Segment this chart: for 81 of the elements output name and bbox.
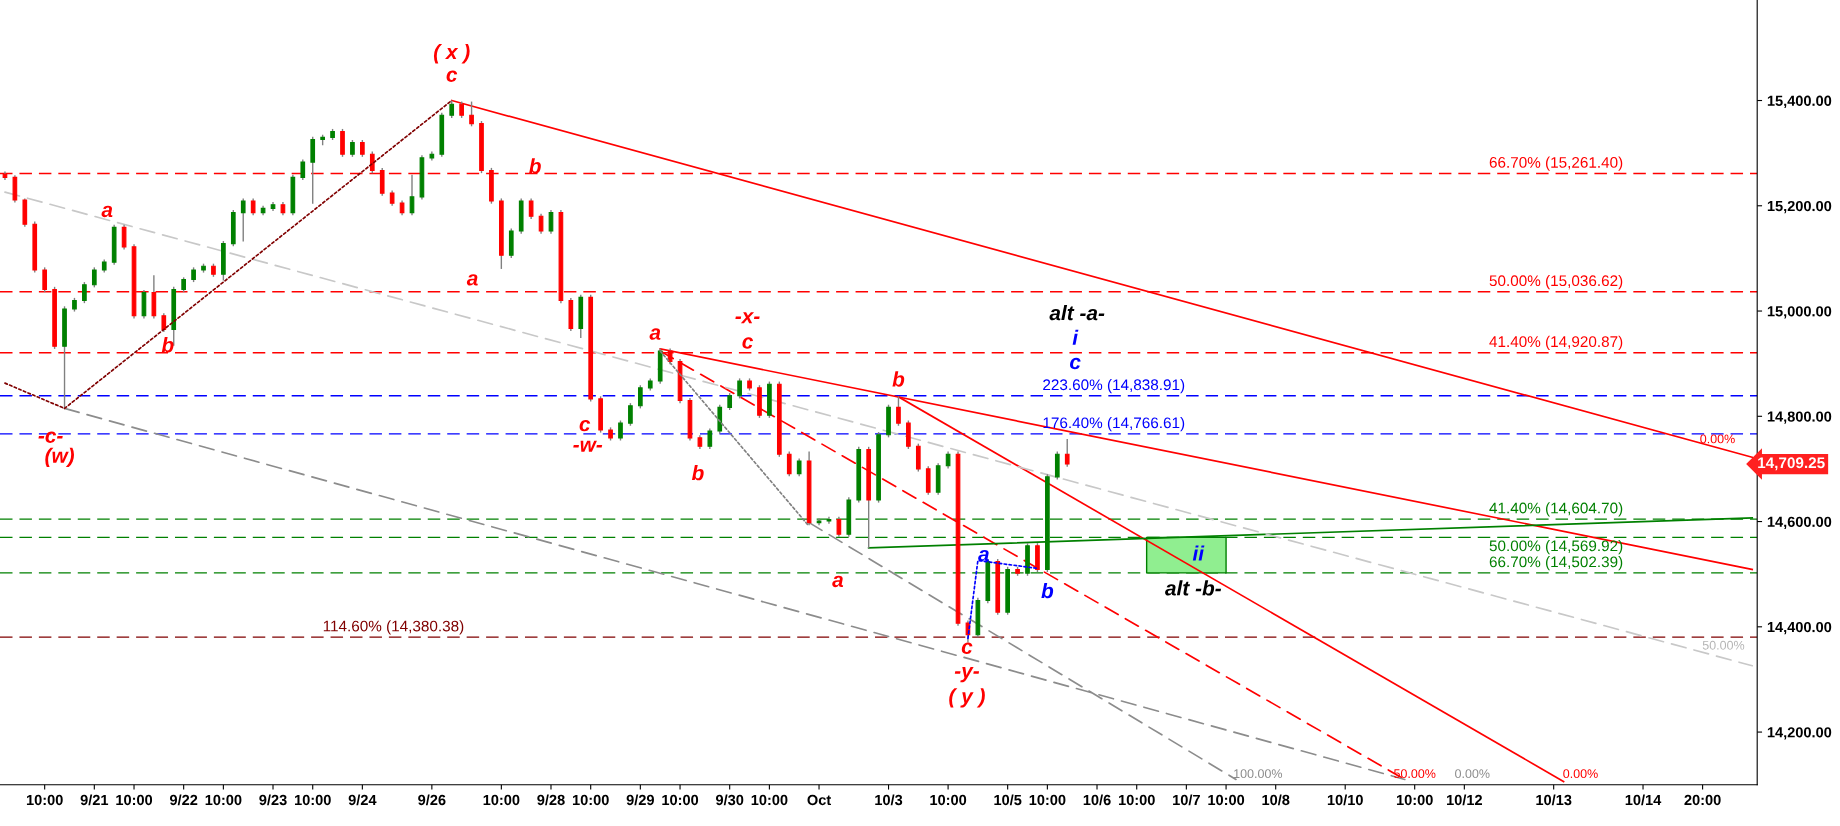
ref-line-label: 66.70% (15,261.40) — [1489, 156, 1623, 171]
annotation: a — [978, 549, 990, 562]
x-tick-label: 10:00 — [1396, 794, 1433, 806]
x-tick-label: 10/6 — [1083, 794, 1111, 806]
x-tick-label: 10:00 — [26, 794, 63, 806]
annotation: 0.00% — [1455, 769, 1490, 779]
y-tick-label: 14,400.00 — [1767, 621, 1832, 635]
annotation: 50.00% — [1702, 640, 1745, 650]
x-tick-label: 10:00 — [294, 794, 331, 806]
x-tick-label: 9/30 — [716, 794, 744, 806]
x-tick-label: 10:00 — [483, 794, 520, 806]
x-tick-label: 10:00 — [1208, 794, 1245, 806]
x-tick-label: 9/23 — [259, 794, 287, 806]
annotation: -c- — [38, 431, 63, 443]
annotation: -x- — [735, 312, 760, 324]
y-tick-label: 15,400.00 — [1767, 95, 1832, 109]
x-tick-label: 9/28 — [537, 794, 565, 806]
x-tick-label: 9/26 — [418, 794, 446, 806]
x-tick-label: 9/21 — [80, 794, 109, 806]
annotation: -y- — [954, 666, 980, 683]
ref-line-label: 223.60% (14,838.91) — [1043, 378, 1185, 394]
x-tick-label: 10/3 — [875, 794, 903, 806]
x-tick-label: 9/22 — [169, 794, 198, 806]
ref-line-label: 41.40% (14,604.70) — [1489, 502, 1623, 517]
x-tick-label: 10:00 — [205, 794, 242, 806]
annotation: i — [1072, 329, 1079, 345]
ref-line-label: 41.40% (14,920.87) — [1489, 335, 1623, 351]
y-tick-label: 14,200.00 — [1767, 727, 1832, 740]
x-tick-label: 10/8 — [1262, 794, 1290, 806]
x-tick-label: 9/24 — [348, 794, 377, 806]
x-tick-label: 10:00 — [1118, 794, 1155, 806]
annotation: a — [466, 274, 478, 286]
x-tick-label: 10:00 — [751, 794, 788, 806]
text: 14,709.25 — [1758, 457, 1825, 471]
ref-line-label: 176.40% (14,766.61) — [1043, 417, 1185, 432]
annotation: a — [101, 205, 113, 218]
x-tick-label: 10/13 — [1536, 794, 1572, 806]
annotation: b — [529, 158, 541, 174]
x-tick-label: 10:00 — [572, 794, 609, 806]
x-tick-label: 10/5 — [994, 794, 1022, 806]
x-tick-label: 10:00 — [930, 794, 967, 806]
annotation: c — [446, 70, 458, 82]
annotation: alt -a- — [1049, 305, 1105, 321]
annotation: c — [961, 642, 973, 654]
y-tick-label: 14,800.00 — [1767, 411, 1832, 424]
annotation: b — [1041, 582, 1054, 599]
annotation: alt -b- — [1165, 580, 1222, 596]
band-label: ii — [1192, 545, 1205, 561]
annotation: b — [892, 371, 905, 387]
x-tick-label: 9/29 — [626, 794, 654, 806]
annotation: 100.00% — [1234, 769, 1283, 779]
x-tick-label: 10/14 — [1625, 794, 1662, 806]
annotation: ( x ) — [433, 43, 470, 64]
x-tick-label: 10/10 — [1327, 794, 1363, 806]
annotation: ( y ) — [949, 688, 985, 708]
annotation: c — [1070, 357, 1081, 370]
annotation: a — [832, 575, 844, 588]
x-tick-label: 10/7 — [1173, 794, 1200, 806]
annotation: 0.00% — [1700, 434, 1735, 444]
annotation: b — [161, 337, 174, 353]
x-tick-label: 20:00 — [1684, 794, 1721, 806]
x-tick-label: 10:00 — [1029, 794, 1066, 806]
ref-line-label: 114.60% (14,380.38) — [323, 620, 464, 635]
annotation: c — [579, 419, 591, 432]
y-tick-label: 14,600.00 — [1767, 516, 1832, 530]
y-tick-label: 15,200.00 — [1767, 200, 1832, 214]
annotation: (w) — [45, 447, 74, 468]
x-tick-label: 10:00 — [662, 794, 699, 806]
annotation: 50.00% — [1394, 769, 1436, 779]
x-tick-label: 10:00 — [116, 794, 153, 806]
ref-line-label: 50.00% (15,036.62) — [1489, 274, 1623, 290]
y-tick-label: 15,000.00 — [1767, 306, 1832, 319]
annotation: a — [649, 328, 661, 340]
x-tick-label: Oct — [807, 794, 832, 806]
annotation: 0.00% — [1563, 769, 1598, 779]
annotation: -w- — [573, 440, 603, 452]
annotation: c — [742, 337, 754, 349]
ref-line-label: 50.00% (14,569.92) — [1489, 540, 1623, 555]
x-tick-label: 10/12 — [1447, 794, 1482, 806]
ref-line-label: 66.70% (14,502.39) — [1489, 556, 1623, 571]
annotation: b — [691, 465, 704, 481]
